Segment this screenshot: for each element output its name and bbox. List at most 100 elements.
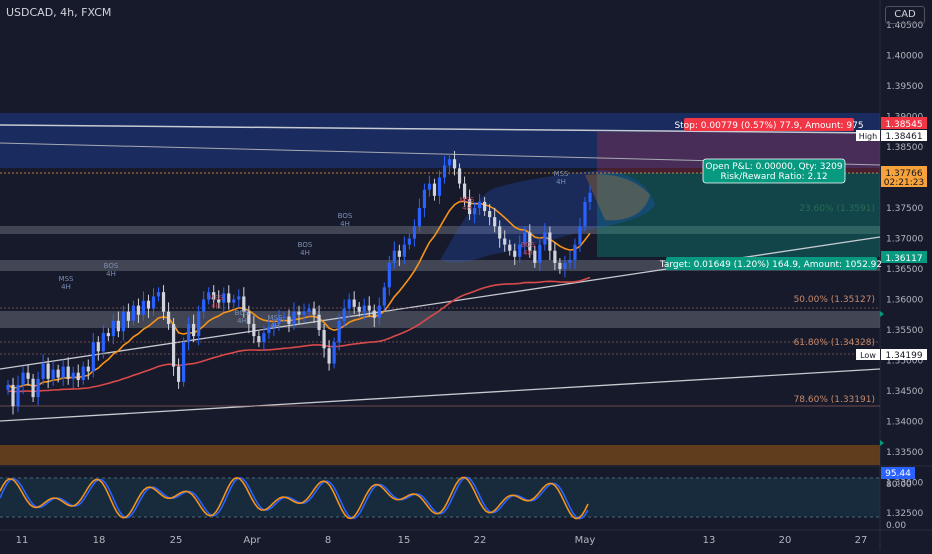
- candle: [217, 299, 221, 303]
- target-tag-box: [881, 251, 927, 263]
- candle: [66, 366, 70, 379]
- price-tick-label: 1.40000: [886, 52, 923, 62]
- candle: [427, 183, 432, 190]
- candle: [568, 259, 572, 263]
- candle: [292, 311, 296, 324]
- current-price-tag: [881, 166, 927, 187]
- fib-50-label: 50.00% (1.35127): [794, 295, 875, 305]
- candle: [61, 366, 65, 378]
- time-axis[interactable]: 11 18 25 Apr 8 15 22 May 13 20 27: [16, 535, 868, 546]
- structure-sublabel: 4H: [462, 204, 472, 212]
- time-tick-label: 27: [855, 535, 868, 546]
- candle: [508, 244, 512, 251]
- candle: [357, 306, 361, 312]
- fib-618-label: 61.80% (1.34328): [794, 338, 875, 348]
- time-tick-label: 13: [703, 535, 716, 546]
- time-tick-label: 22: [474, 535, 487, 546]
- candle: [558, 262, 562, 269]
- candle: [488, 211, 492, 218]
- target-label-box[interactable]: [666, 257, 877, 270]
- candle: [81, 366, 85, 381]
- ema-slow-line: [7, 276, 591, 393]
- currency-button[interactable]: CAD: [885, 6, 925, 24]
- candle: [247, 311, 251, 324]
- candle: [237, 296, 241, 300]
- candle: [337, 320, 341, 343]
- candle: [342, 308, 346, 321]
- candle: [467, 198, 472, 215]
- candle: [41, 363, 45, 379]
- marker-arrow-1: [880, 311, 884, 317]
- candle: [106, 333, 110, 337]
- open-pl-box[interactable]: [702, 158, 846, 184]
- candle: [417, 208, 422, 227]
- trendline-lower[interactable]: [0, 368, 881, 422]
- candle: [126, 311, 131, 321]
- price-tick-label: 1.34500: [886, 387, 923, 397]
- fib-786-label: 78.60% (1.33191): [794, 395, 875, 405]
- candle: [156, 292, 161, 297]
- candle: [26, 372, 30, 379]
- stop-tag-value: 1.38545: [885, 120, 922, 130]
- reward-area: [597, 173, 880, 257]
- candle: [498, 226, 502, 239]
- candle: [51, 369, 55, 379]
- candle: [171, 323, 176, 367]
- high-tag-label: High: [859, 132, 877, 141]
- price-tick-label: 1.33000: [886, 479, 923, 489]
- candles-group: [6, 151, 592, 415]
- time-tick-label: 8: [325, 535, 331, 546]
- osc-value: 95.44: [885, 469, 911, 479]
- trendline-upper[interactable]: [0, 124, 881, 134]
- candle: [76, 372, 80, 381]
- price-tick-label: 1.39500: [886, 82, 923, 92]
- structure-label: MSS: [268, 314, 283, 322]
- symbol-title[interactable]: USDCAD, 4h, FXCM: [6, 6, 112, 19]
- osc-value-tag: [881, 467, 915, 479]
- candle: [588, 192, 592, 202]
- zone-gray-2: [0, 260, 880, 271]
- ichimoku-cloud: [440, 170, 655, 263]
- candle: [452, 159, 457, 169]
- candle: [457, 168, 462, 184]
- candle: [312, 308, 316, 315]
- candle: [146, 300, 151, 309]
- time-tick-label: 20: [779, 535, 792, 546]
- candle: [31, 378, 35, 398]
- candle: [528, 232, 532, 251]
- time-tick-label: May: [575, 535, 596, 546]
- oscillator-band: [0, 478, 880, 517]
- candle: [242, 296, 246, 312]
- candle: [227, 293, 231, 303]
- candle: [437, 177, 442, 196]
- candle: [553, 250, 557, 263]
- stoch-d-line: [0, 476, 589, 520]
- price-tick-label: 1.36500: [886, 265, 923, 275]
- zone-gray-1: [0, 226, 880, 234]
- open-pl-label: Open P&L: 0.00000, Qty: 3209: [705, 162, 843, 172]
- current-price-value: 1.37766: [885, 169, 922, 179]
- structure-sublabel: 4H: [61, 283, 71, 291]
- structure-sublabel: 4H: [300, 249, 310, 257]
- high-tag-label-box: [856, 130, 880, 141]
- structure-label: BOS: [235, 309, 250, 317]
- candle: [91, 342, 95, 372]
- price-tick-label: 1.37500: [886, 204, 923, 214]
- candle: [412, 226, 416, 239]
- stop-label-box[interactable]: [684, 118, 854, 131]
- candle: [442, 165, 447, 178]
- candle: [548, 232, 552, 251]
- time-tick-label: 11: [16, 535, 29, 546]
- candle: [187, 323, 191, 343]
- candle: [222, 293, 226, 303]
- structure-label: MSS: [554, 170, 569, 178]
- price-axis[interactable]: [880, 0, 932, 550]
- candle: [36, 378, 40, 398]
- time-tick-label: 25: [170, 535, 183, 546]
- candle: [362, 305, 366, 312]
- candle: [538, 244, 542, 263]
- candle: [573, 244, 577, 260]
